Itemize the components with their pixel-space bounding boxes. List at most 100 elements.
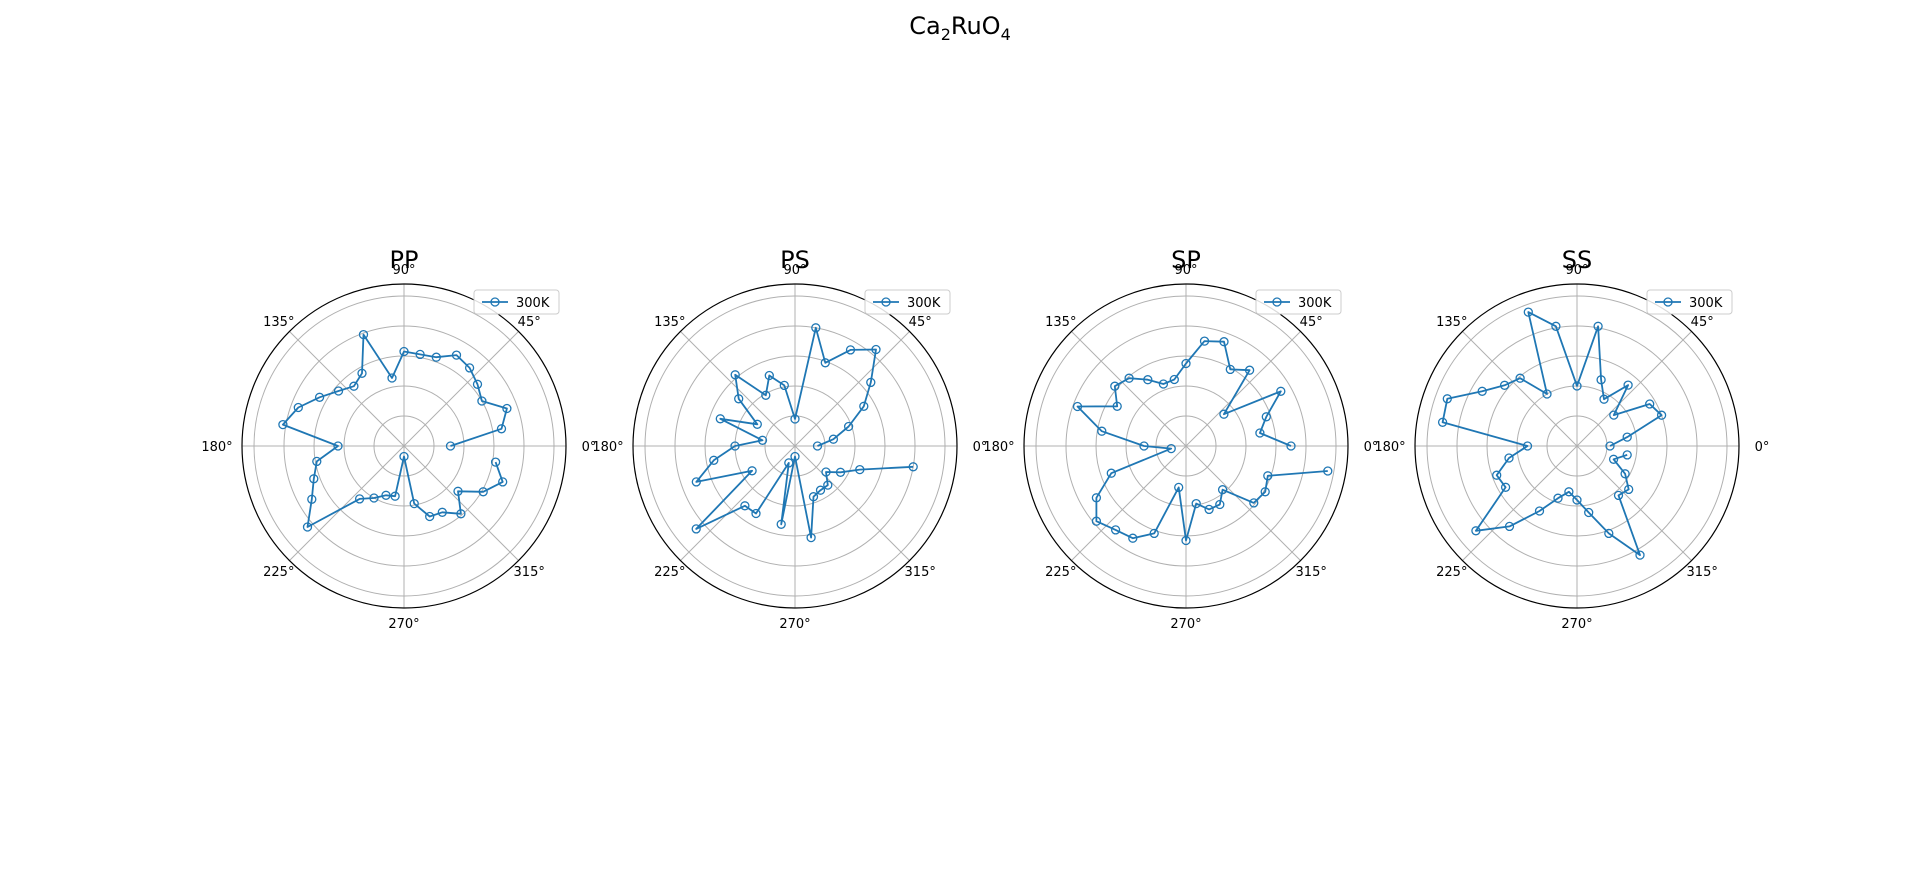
data-point <box>1110 525 1121 535</box>
data-point <box>399 451 409 462</box>
data-point <box>815 485 826 495</box>
theta-tick-label: 135° <box>263 315 294 330</box>
theta-tick-label: 270° <box>1170 617 1201 632</box>
data-point <box>490 457 501 467</box>
data-point <box>478 487 488 497</box>
data-point <box>1169 374 1179 385</box>
theta-tick-label: 315° <box>1687 565 1718 580</box>
data-point <box>1199 336 1210 346</box>
data-point <box>806 532 816 543</box>
polar-frame <box>241 283 567 609</box>
theta-tick-label: 225° <box>1436 565 1467 580</box>
angular-gridline <box>1071 331 1187 447</box>
data-point <box>390 491 400 501</box>
data-point <box>1263 471 1273 481</box>
angular-gridline <box>1185 331 1301 447</box>
data-point <box>1097 426 1107 436</box>
theta-tick-label: 225° <box>263 565 294 580</box>
data-point <box>477 396 487 406</box>
data-point <box>445 441 456 451</box>
data-point <box>1219 337 1229 347</box>
data-point <box>1191 498 1201 509</box>
data-point <box>1613 490 1624 501</box>
data-point <box>730 441 740 451</box>
data-point <box>823 480 833 490</box>
data-point <box>498 477 508 487</box>
data-point <box>1072 401 1083 412</box>
theta-tick-label: 0° <box>1364 440 1379 455</box>
data-point <box>751 508 761 519</box>
angular-gridline <box>1576 445 1692 561</box>
data-point <box>1500 482 1511 492</box>
data-point <box>1174 482 1184 493</box>
data-point <box>302 522 313 532</box>
data-point <box>821 467 831 477</box>
data-point <box>1166 443 1176 454</box>
theta-tick-label: 45° <box>518 315 541 330</box>
theta-tick-label: 270° <box>1561 617 1592 632</box>
data-point <box>1593 321 1603 331</box>
data-point <box>1261 412 1271 422</box>
data-point <box>811 323 821 333</box>
subplot-title: PP <box>390 246 419 274</box>
data-point <box>1599 394 1609 404</box>
legend-marker <box>881 297 891 307</box>
data-point <box>1143 375 1153 385</box>
data-point <box>1624 484 1634 495</box>
data-point <box>1534 506 1545 516</box>
data-point <box>1323 466 1333 476</box>
legend-label: 300K <box>516 296 550 311</box>
data-point <box>1286 441 1296 451</box>
data-point <box>1492 470 1502 480</box>
angular-gridline <box>1462 445 1578 561</box>
data-point <box>451 350 462 360</box>
subplot-title: PS <box>780 246 810 274</box>
data-point <box>425 511 435 522</box>
data-point <box>333 386 344 396</box>
data-point <box>855 464 865 475</box>
data-point <box>1149 528 1159 539</box>
data-point <box>381 490 391 500</box>
theta-tick-label: 180° <box>592 440 623 455</box>
data-point <box>431 352 441 362</box>
data-point <box>1215 499 1225 510</box>
data-point <box>1181 535 1191 546</box>
data-point <box>1217 485 1228 495</box>
series-line <box>695 326 914 539</box>
series-line <box>1441 311 1663 556</box>
data-point <box>1091 516 1102 526</box>
theta-tick-label: 135° <box>1045 315 1076 330</box>
data-point <box>752 419 762 429</box>
data-point <box>1622 432 1632 442</box>
data-point <box>309 474 319 484</box>
data-point <box>757 435 768 445</box>
polar-axes-ps: 0° 45° 90° 135° 180° 225° 270° 315° PS 300K <box>592 246 987 632</box>
legend: 300K <box>1255 289 1342 315</box>
data-point <box>845 345 856 355</box>
angular-gridline <box>794 445 910 561</box>
angular-gridline <box>794 331 910 447</box>
data-point <box>784 458 794 468</box>
legend: 300K <box>1646 289 1733 315</box>
data-point <box>1635 550 1645 560</box>
data-point <box>502 403 512 414</box>
data-point <box>1551 321 1561 331</box>
data-point <box>843 421 854 432</box>
data-point <box>691 477 701 487</box>
data-point <box>1091 493 1102 503</box>
legend-label: 300K <box>907 296 941 311</box>
theta-tick-label: 270° <box>779 617 810 632</box>
data-point <box>1249 498 1259 508</box>
theta-tick-label: 180° <box>201 440 232 455</box>
polar-axes-pp: 0° 45° 90° 135° 180° 225° 270° 315° PP 300K <box>201 246 596 632</box>
data-point <box>1128 533 1138 543</box>
data-point <box>1523 307 1533 317</box>
data-point <box>1620 469 1630 479</box>
data-point <box>808 492 819 502</box>
legend-box <box>1646 289 1733 315</box>
data-point <box>1605 441 1615 451</box>
data-point <box>1276 386 1286 396</box>
data-point <box>776 519 786 529</box>
data-point <box>1471 526 1481 536</box>
